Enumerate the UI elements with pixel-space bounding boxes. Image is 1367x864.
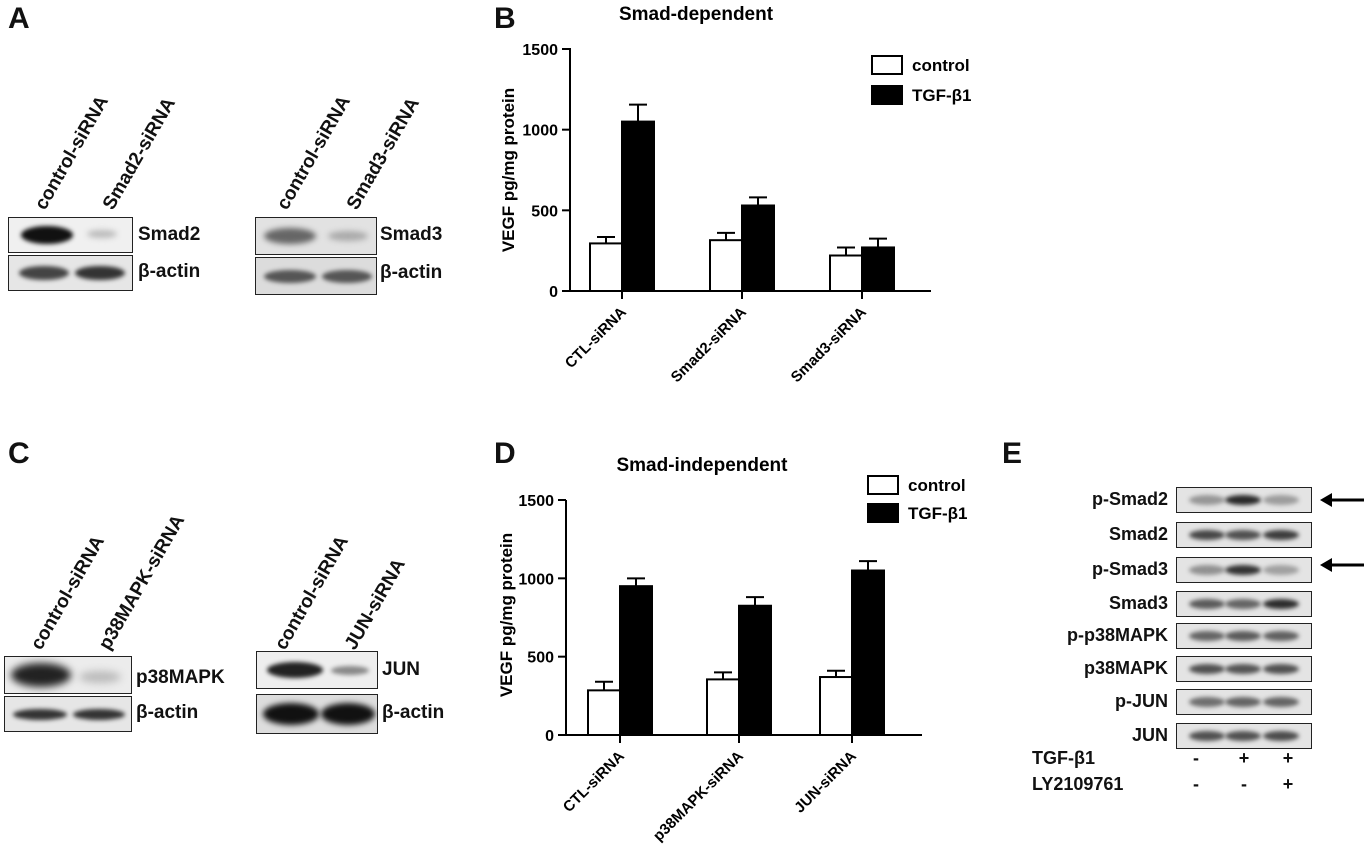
arrows: [1320, 493, 1364, 572]
lane-label: p38MAPK-siRNA: [94, 511, 190, 654]
y-tick-label: 0: [549, 284, 558, 301]
y-tick-label: 1500: [518, 493, 554, 510]
x-tick-label: JUN-siRNA: [791, 748, 860, 817]
chart-title: Smad-independent: [616, 455, 788, 476]
y-axis-label: VEGF pg/mg protein: [497, 533, 516, 697]
blot-label: p-Smad2: [1091, 489, 1168, 509]
bar-chart-smad-dependent: Smad-dependent VEGF pg/mg protein 0 500 10…: [499, 4, 971, 386]
blot-label: Smad2: [138, 224, 201, 245]
bar-tgf: [621, 120, 655, 292]
lane-label: JUN-siRNA: [340, 555, 410, 654]
western-blot-band-row: [1176, 591, 1312, 617]
western-blot-band-row: [1176, 656, 1312, 682]
bar-tgf: [851, 569, 885, 736]
bar-tgf: [741, 204, 775, 292]
western-blot-band-row: [256, 651, 378, 689]
blot-label: β-actin: [138, 261, 201, 282]
bar-control: [587, 689, 621, 737]
bar-control: [829, 254, 863, 292]
legend-swatch-control: [867, 475, 899, 495]
y-tick-label: 1000: [522, 123, 558, 140]
y-tick-label: 500: [527, 650, 554, 667]
blot-label: JUN: [382, 659, 421, 680]
y-tick-label: 500: [531, 203, 558, 220]
legend-swatch-control: [871, 55, 903, 75]
blot-label: p38MAPK: [1083, 658, 1168, 678]
treatment-sign: +: [1238, 748, 1250, 768]
y-tick-label: 1000: [518, 571, 554, 588]
panel-letter-b: B: [494, 2, 516, 35]
western-blot-band-row: [8, 255, 133, 291]
blot-label: β-actin: [382, 702, 445, 723]
western-blot-band-row: [1176, 487, 1312, 513]
bar-control: [819, 676, 853, 737]
treatment-sign: +: [1282, 774, 1294, 794]
blot-label: p-p38MAPK: [1066, 625, 1168, 645]
treatment-label: TGF-β1: [1032, 748, 1095, 768]
treatment-sign: +: [1282, 748, 1294, 768]
legend-label-tgf: TGF-β1: [912, 86, 971, 105]
x-tick-label: CTL-siRNA: [562, 304, 630, 372]
legend-label-tgf: TGF-β1: [908, 504, 967, 523]
x-tick-label: Smad2-siRNA: [668, 304, 750, 386]
western-blot-band-row: [4, 656, 132, 694]
bar-chart-smad-independent: Smad-independent VEGF pg/mg protein 0 500…: [497, 455, 967, 845]
treatment-sign: -: [1241, 774, 1247, 794]
y-axis-label: VEGF pg/mg protein: [499, 88, 518, 252]
western-blot-band-row: [255, 217, 377, 255]
bar-tgf: [861, 246, 895, 293]
legend-swatch-tgf: [871, 85, 903, 105]
x-tick-label: p38MAPK-siRNA: [650, 748, 747, 845]
bar-control: [706, 678, 740, 736]
western-blot-band-row: [1176, 723, 1312, 749]
bar-tgf: [619, 585, 653, 736]
western-blot-band-row: [256, 694, 378, 734]
lane-label: Smad3-siRNA: [342, 94, 424, 214]
western-blot-band-row: [1176, 557, 1312, 583]
y-tick-label: 1500: [522, 42, 558, 59]
blot-label: Smad3: [1108, 593, 1168, 613]
blot-label: p-Smad3: [1091, 559, 1168, 579]
panel-letter-c: C: [8, 437, 30, 470]
panel-letter-e: E: [1002, 437, 1023, 470]
lane-label: control-siRNA: [270, 532, 354, 654]
western-blot-band-row: [1176, 689, 1312, 715]
legend-swatch-tgf: [867, 503, 899, 523]
x-tick-label: CTL-siRNA: [560, 748, 628, 816]
panel-letter-a: A: [8, 2, 30, 35]
legend-label-control: control: [912, 56, 970, 75]
arrow-left-icon: [1320, 558, 1364, 572]
lane-label: control-siRNA: [26, 532, 110, 654]
arrow-left-icon: [1320, 493, 1364, 507]
chart-title: Smad-dependent: [619, 4, 774, 25]
western-blot-band-row: [8, 217, 133, 253]
bar-control: [589, 242, 623, 292]
bar-control: [709, 239, 743, 292]
treatment-sign: -: [1193, 748, 1199, 768]
blot-label: Smad2: [1108, 524, 1168, 544]
blot-label: β-actin: [380, 262, 443, 283]
treatment-label: LY2109761: [1032, 774, 1124, 794]
blot-label: Smad3: [380, 224, 443, 245]
bar-tgf: [738, 604, 772, 736]
lane-label: control-siRNA: [30, 92, 114, 214]
panel-letter-d: D: [494, 437, 516, 470]
lane-label: Smad2-siRNA: [98, 94, 180, 214]
blot-label: p-JUN: [1115, 691, 1168, 711]
western-blot-band-row: [1176, 623, 1312, 649]
treatment-sign: -: [1193, 774, 1199, 794]
western-blot-band-row: [255, 257, 377, 295]
legend-label-control: control: [908, 476, 966, 495]
blot-label: β-actin: [136, 702, 199, 723]
blot-label: p38MAPK: [136, 667, 225, 688]
blot-label: JUN: [1131, 725, 1168, 745]
western-blot-band-row: [4, 696, 132, 732]
x-tick-label: Smad3-siRNA: [788, 304, 870, 386]
western-blot-band-row: [1176, 522, 1312, 548]
y-tick-label: 0: [545, 728, 554, 745]
lane-label: control-siRNA: [272, 92, 356, 214]
